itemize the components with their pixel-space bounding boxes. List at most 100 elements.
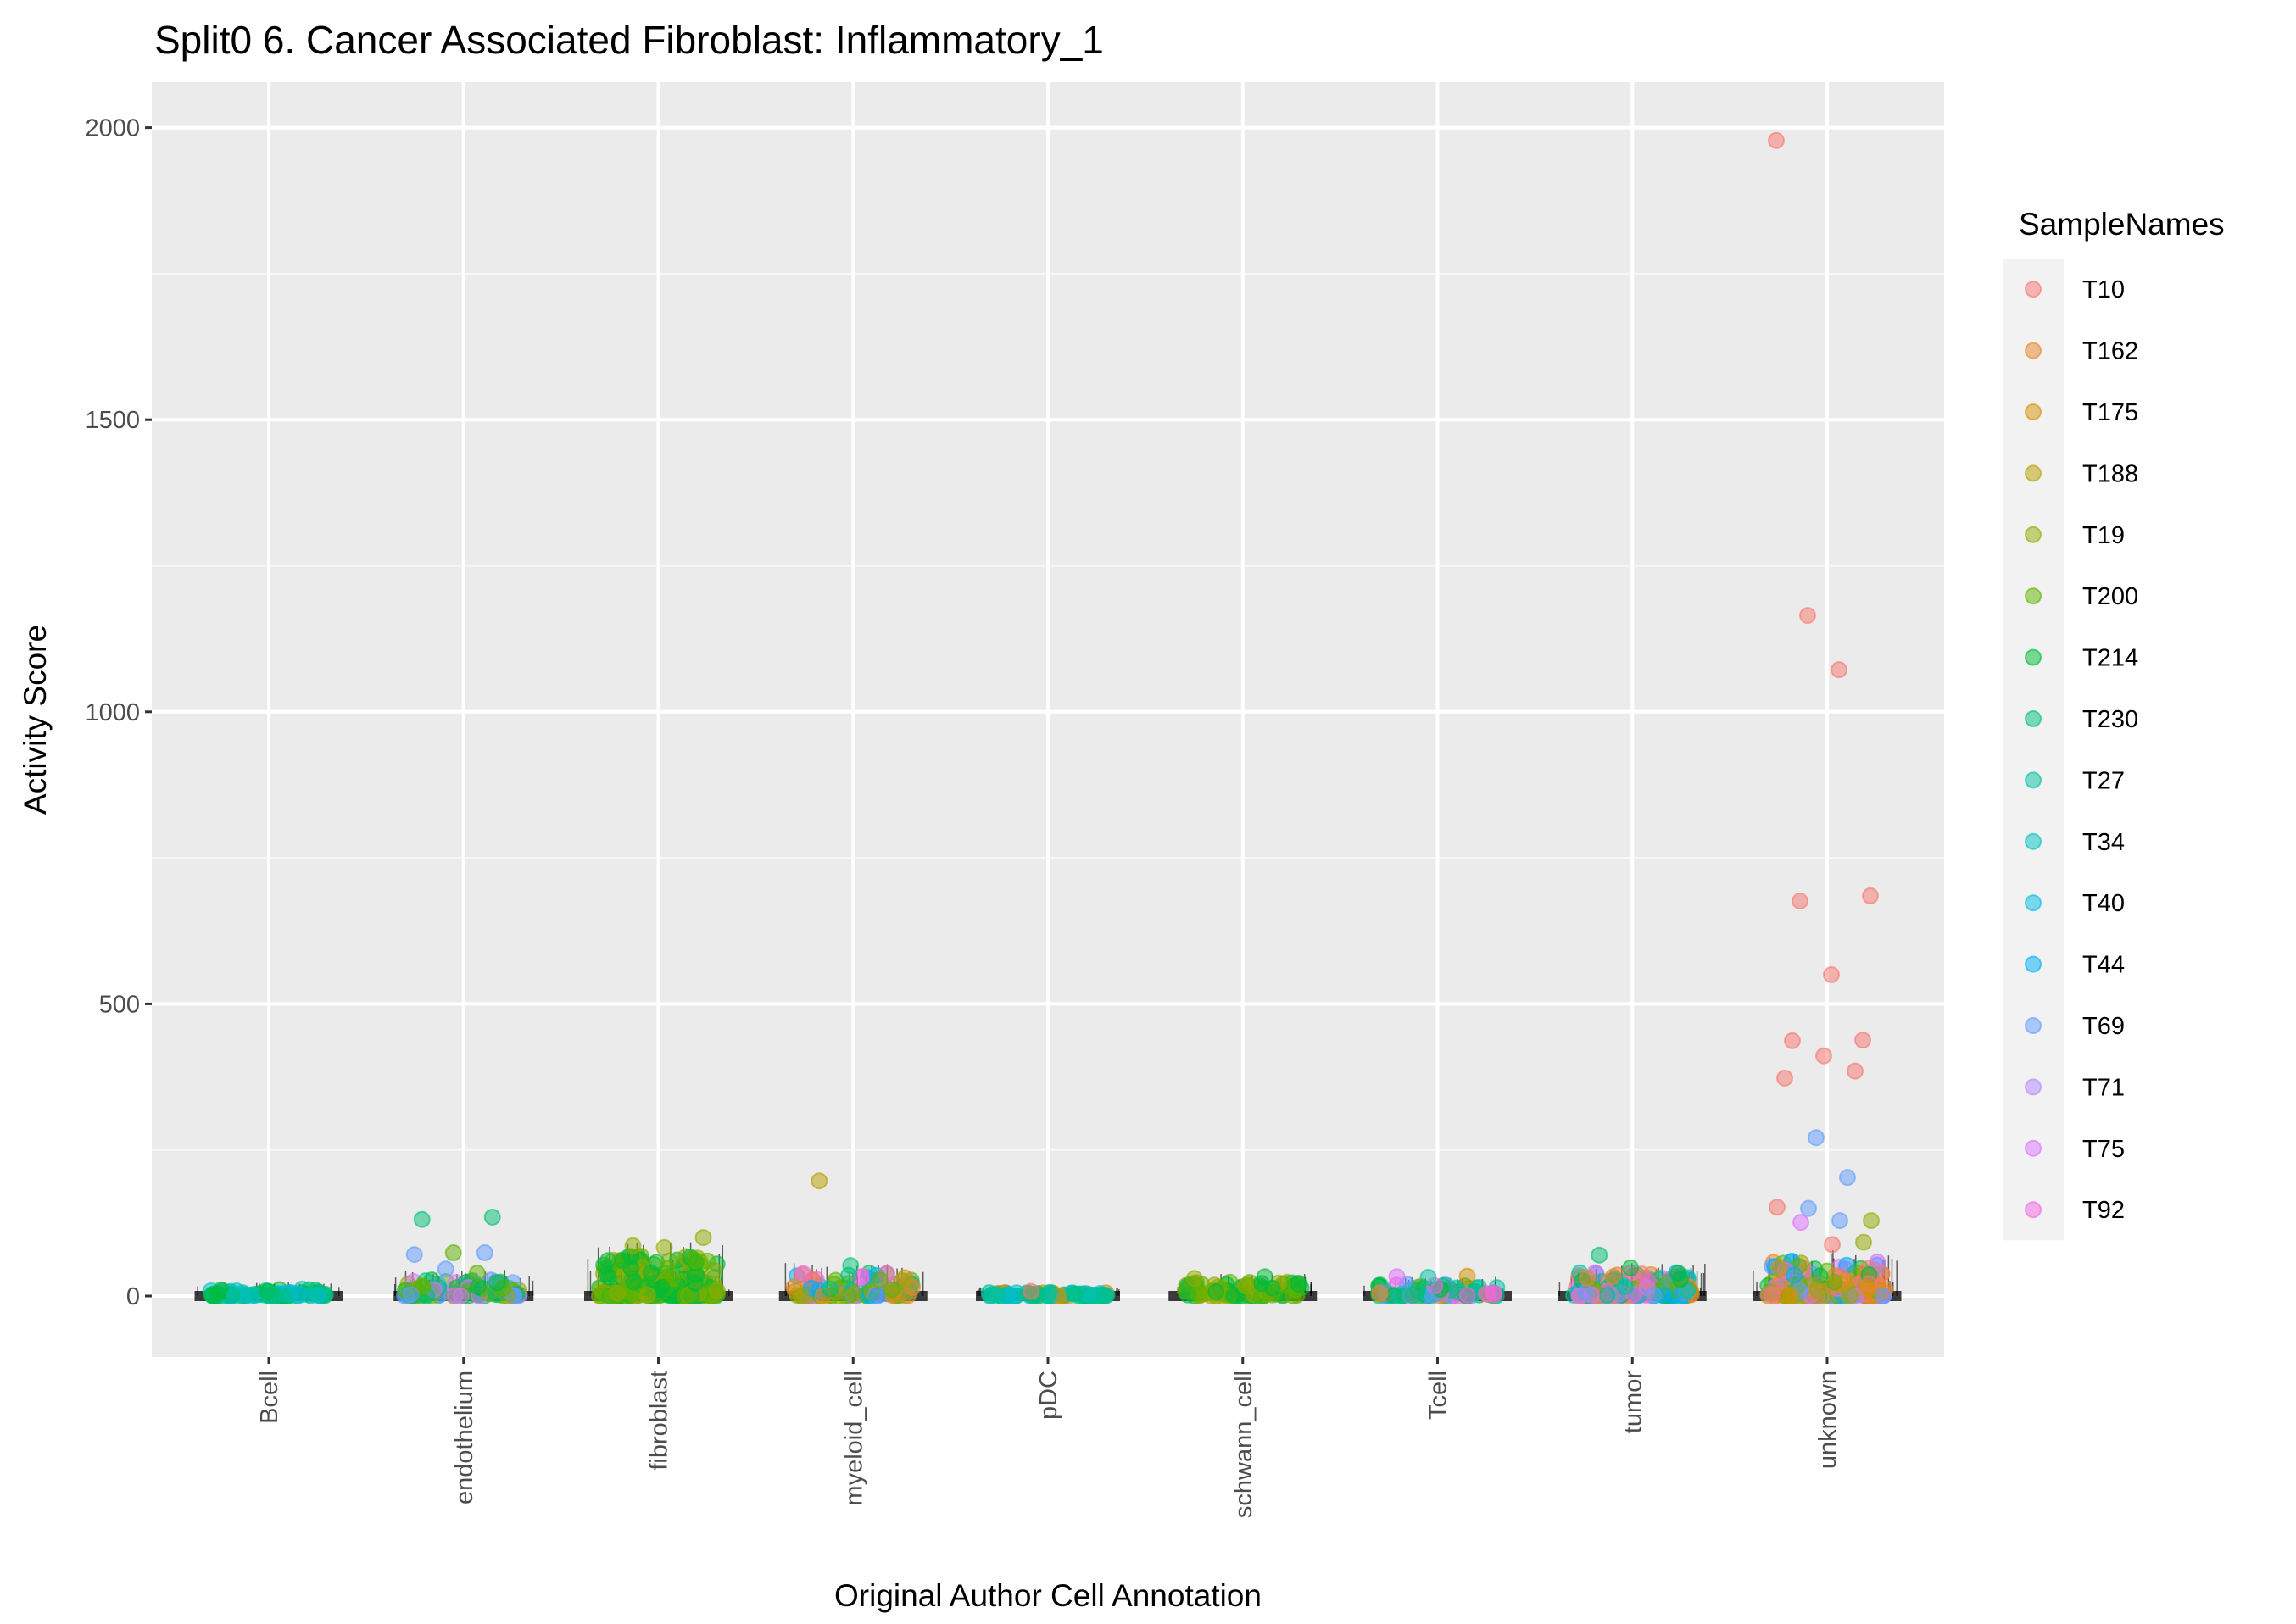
data-point-outlier <box>1824 1236 1841 1254</box>
data-point <box>1207 1282 1225 1300</box>
data-point-outlier <box>687 1252 705 1270</box>
legend-swatch <box>2025 1017 2042 1034</box>
data-point <box>871 1271 889 1288</box>
x-tick-label: myeloid_cell <box>840 1371 867 1506</box>
data-point-outlier <box>1847 1062 1864 1080</box>
data-point-outlier <box>444 1243 462 1261</box>
x-tick-label: Tcell <box>1425 1371 1452 1420</box>
legend-label: T40 <box>2082 890 2125 917</box>
legend-swatch <box>2025 342 2042 359</box>
data-point-outlier <box>1458 1267 1476 1285</box>
data-point <box>1458 1287 1476 1304</box>
legend-label: T75 <box>2082 1136 2125 1163</box>
legend-swatch <box>2025 710 2042 727</box>
legend-label: T10 <box>2082 276 2125 303</box>
data-point <box>883 1281 901 1299</box>
y-tick-label: 1000 <box>85 699 140 726</box>
data-point <box>1786 1266 1803 1284</box>
data-point <box>868 1287 886 1304</box>
y-axis: 0 500 1000 1500 2000 <box>85 115 152 1310</box>
data-point-outlier <box>405 1246 423 1264</box>
legend-label: T69 <box>2082 1013 2125 1040</box>
data-point-outlier <box>437 1260 454 1278</box>
data-point-outlier <box>1256 1268 1273 1286</box>
data-point-outlier <box>1622 1259 1640 1276</box>
data-point-outlier <box>1862 887 1879 904</box>
data-point <box>1780 1287 1797 1304</box>
legend-label: T188 <box>2082 460 2138 487</box>
grid-major <box>152 82 1944 1357</box>
data-point-outlier <box>1792 893 1808 910</box>
data-point-outlier <box>1185 1270 1203 1288</box>
data-point-outlier <box>1823 965 1840 983</box>
data-point <box>244 1287 262 1304</box>
data-point <box>1604 1268 1622 1286</box>
data-point <box>792 1288 810 1304</box>
legend-label: T34 <box>2082 829 2125 856</box>
data-point <box>1237 1277 1255 1295</box>
data-point <box>1225 1287 1243 1304</box>
data-point <box>821 1280 839 1298</box>
data-point <box>660 1286 677 1304</box>
data-point-outlier <box>1863 1212 1880 1230</box>
x-tick-label: unknown <box>1814 1371 1842 1469</box>
legend-swatch <box>2025 464 2042 482</box>
data-point <box>1858 1279 1875 1297</box>
data-point <box>1808 1282 1826 1299</box>
legend-swatch <box>2025 1201 2042 1219</box>
data-point <box>642 1264 660 1282</box>
y-axis-title: Activity Score <box>18 625 53 815</box>
legend-swatch <box>2025 1078 2042 1096</box>
legend-swatch <box>2025 526 2042 543</box>
legend-title: SampleNames <box>2019 207 2225 242</box>
data-point-outlier <box>483 1208 501 1226</box>
data-point-outlier <box>1591 1246 1608 1264</box>
data-point <box>709 1282 727 1299</box>
data-point <box>676 1287 694 1304</box>
data-point <box>609 1284 627 1302</box>
data-point-outlier <box>468 1265 486 1282</box>
y-tick-label: 1500 <box>85 407 140 434</box>
data-point <box>1371 1285 1389 1303</box>
x-tick-label: pDC <box>1035 1371 1062 1420</box>
data-point <box>794 1265 812 1282</box>
legend-swatch <box>2025 771 2042 789</box>
x-tick-label: schwann_cell <box>1230 1371 1257 1518</box>
legend-swatch <box>2025 832 2042 850</box>
data-point <box>226 1287 243 1304</box>
data-point-outlier <box>1839 1169 1856 1187</box>
legend-swatch <box>2025 403 2042 420</box>
legend: SampleNames T10 T162 T175 T188 T19 T200 T214 T2… <box>2003 207 2225 1241</box>
data-point <box>599 1268 617 1286</box>
data-point-outlier <box>1831 1212 1848 1230</box>
data-point <box>1579 1270 1597 1288</box>
data-point <box>840 1287 858 1304</box>
data-point <box>983 1287 1000 1304</box>
data-point <box>402 1286 420 1304</box>
legend-label: T230 <box>2082 706 2138 733</box>
data-point <box>1098 1287 1116 1304</box>
data-point-outlier <box>1800 1199 1817 1217</box>
data-point-outlier <box>811 1172 828 1190</box>
data-point-outlier <box>1768 131 1785 149</box>
x-axis-title: Original Author Cell Annotation <box>834 1578 1262 1613</box>
data-point <box>290 1285 308 1303</box>
legend-label: T175 <box>2082 399 2138 426</box>
data-point <box>262 1286 280 1304</box>
legend-label: T200 <box>2082 583 2138 610</box>
legend-label: T44 <box>2082 952 2125 979</box>
data-point <box>488 1274 506 1292</box>
x-tick-label: tumor <box>1619 1371 1647 1433</box>
data-point-outlier <box>1799 607 1816 625</box>
data-point <box>896 1269 914 1287</box>
legend-label: T214 <box>2082 645 2138 672</box>
data-point <box>1874 1287 1892 1304</box>
data-point <box>1485 1286 1503 1304</box>
legend-label: T19 <box>2082 522 2125 549</box>
data-point <box>1391 1287 1409 1304</box>
data-point-outlier <box>1792 1214 1809 1232</box>
data-point-outlier <box>1776 1069 1793 1087</box>
y-tick-label: 2000 <box>85 115 140 142</box>
data-point <box>1671 1271 1689 1288</box>
legend-label: T162 <box>2082 338 2138 365</box>
